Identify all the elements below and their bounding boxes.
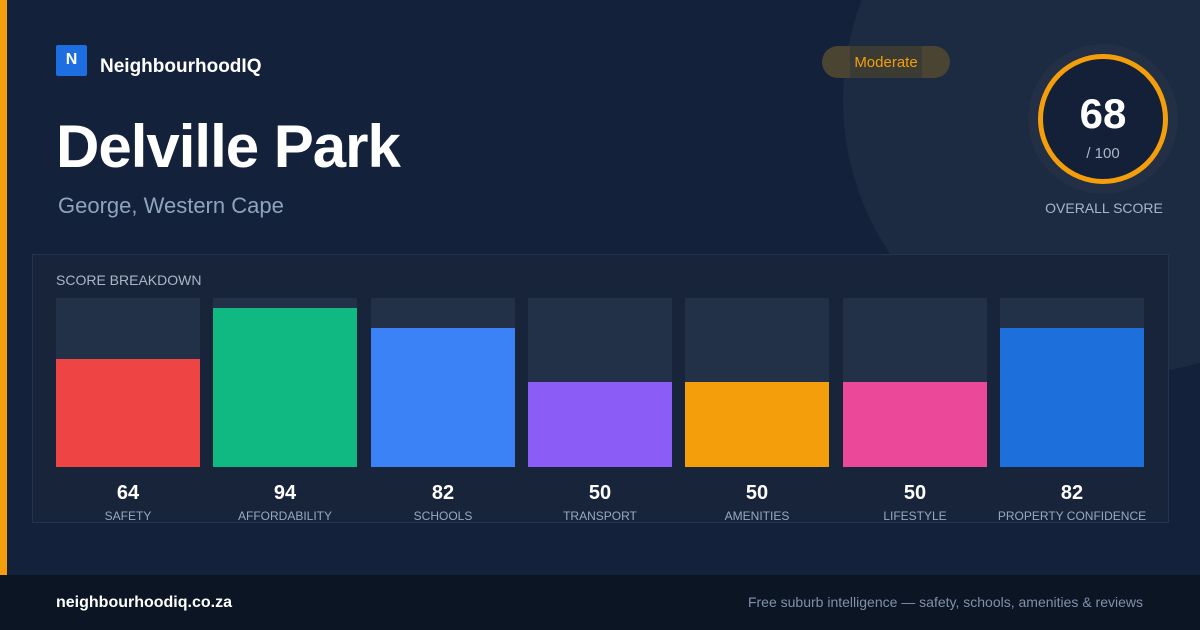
- bar-value: 50: [588, 482, 612, 504]
- bar-value: 82: [431, 482, 455, 504]
- footer-url: neighbourhoodiq.co.za: [56, 594, 232, 611]
- suburb-location: George, Western Cape: [58, 193, 284, 218]
- bar-value: 94: [273, 482, 297, 504]
- bar-value: 50: [745, 482, 769, 504]
- rating-badge-label: Moderate: [854, 53, 918, 71]
- bar-safety: 64 SAFETY: [56, 298, 200, 523]
- overall-score-label: OVERALL SCORE: [1045, 200, 1163, 216]
- bar-track: [685, 298, 829, 467]
- score-ring: 68 / 100: [1038, 54, 1168, 184]
- bar-fill: [843, 382, 987, 467]
- bar-track: [1000, 298, 1144, 467]
- bar-affordability: 94 AFFORDABILITY: [213, 298, 357, 523]
- bar-amenities: 50 AMENITIES: [685, 298, 829, 523]
- bar-value: 50: [903, 482, 927, 504]
- bar-track: [371, 298, 515, 467]
- bar-label: SCHOOLS: [413, 509, 473, 523]
- bar-value: 64: [116, 482, 140, 504]
- bar-track: [56, 298, 200, 467]
- accent-bar: [0, 0, 7, 575]
- bar-property-confidence: 82 PROPERTY CONFIDENCE: [998, 298, 1146, 523]
- bar-schools: 82 SCHOOLS: [371, 298, 515, 523]
- bar-label: AFFORDABILITY: [237, 509, 332, 523]
- bar-track: [843, 298, 987, 467]
- bar-fill: [685, 382, 829, 467]
- bar-fill: [371, 328, 515, 467]
- bar-fill: [1000, 328, 1144, 467]
- score-breakdown-panel: SCORE BREAKDOWN 64 SAFETY 94 AFFORDABILITY 8…: [32, 254, 1169, 523]
- brand-name: NeighbourhoodIQ: [100, 56, 262, 77]
- bar-label: SAFETY: [104, 509, 152, 523]
- rating-badge: Moderate: [822, 46, 950, 78]
- bar-label: AMENITIES: [724, 509, 790, 523]
- bar-fill: [56, 359, 200, 467]
- overall-score-gauge: 68 / 100: [1028, 44, 1178, 194]
- bar-label: TRANSPORT: [563, 509, 637, 523]
- breakdown-title: SCORE BREAKDOWN: [56, 272, 202, 288]
- bar-fill: [213, 308, 357, 467]
- bar-track: [213, 298, 357, 467]
- bar-fill: [528, 382, 672, 467]
- bar-lifestyle: 50 LIFESTYLE: [843, 298, 987, 523]
- brand-logo-icon: N: [56, 44, 87, 76]
- brand: N NeighbourhoodIQ: [56, 44, 262, 86]
- overall-score-max: / 100: [1086, 145, 1120, 162]
- bar-track: [528, 298, 672, 467]
- bar-label: LIFESTYLE: [883, 509, 947, 523]
- bar-value: 82: [1060, 482, 1084, 504]
- bar-transport: 50 TRANSPORT: [528, 298, 672, 523]
- overall-score-value: 68: [1079, 90, 1127, 137]
- bar-label: PROPERTY CONFIDENCE: [997, 509, 1147, 523]
- suburb-title: Delville Park: [56, 113, 401, 180]
- footer: neighbourhoodiq.co.za Free suburb intell…: [0, 575, 1200, 630]
- footer-tagline: Free suburb intelligence — safety, schoo…: [747, 594, 1143, 610]
